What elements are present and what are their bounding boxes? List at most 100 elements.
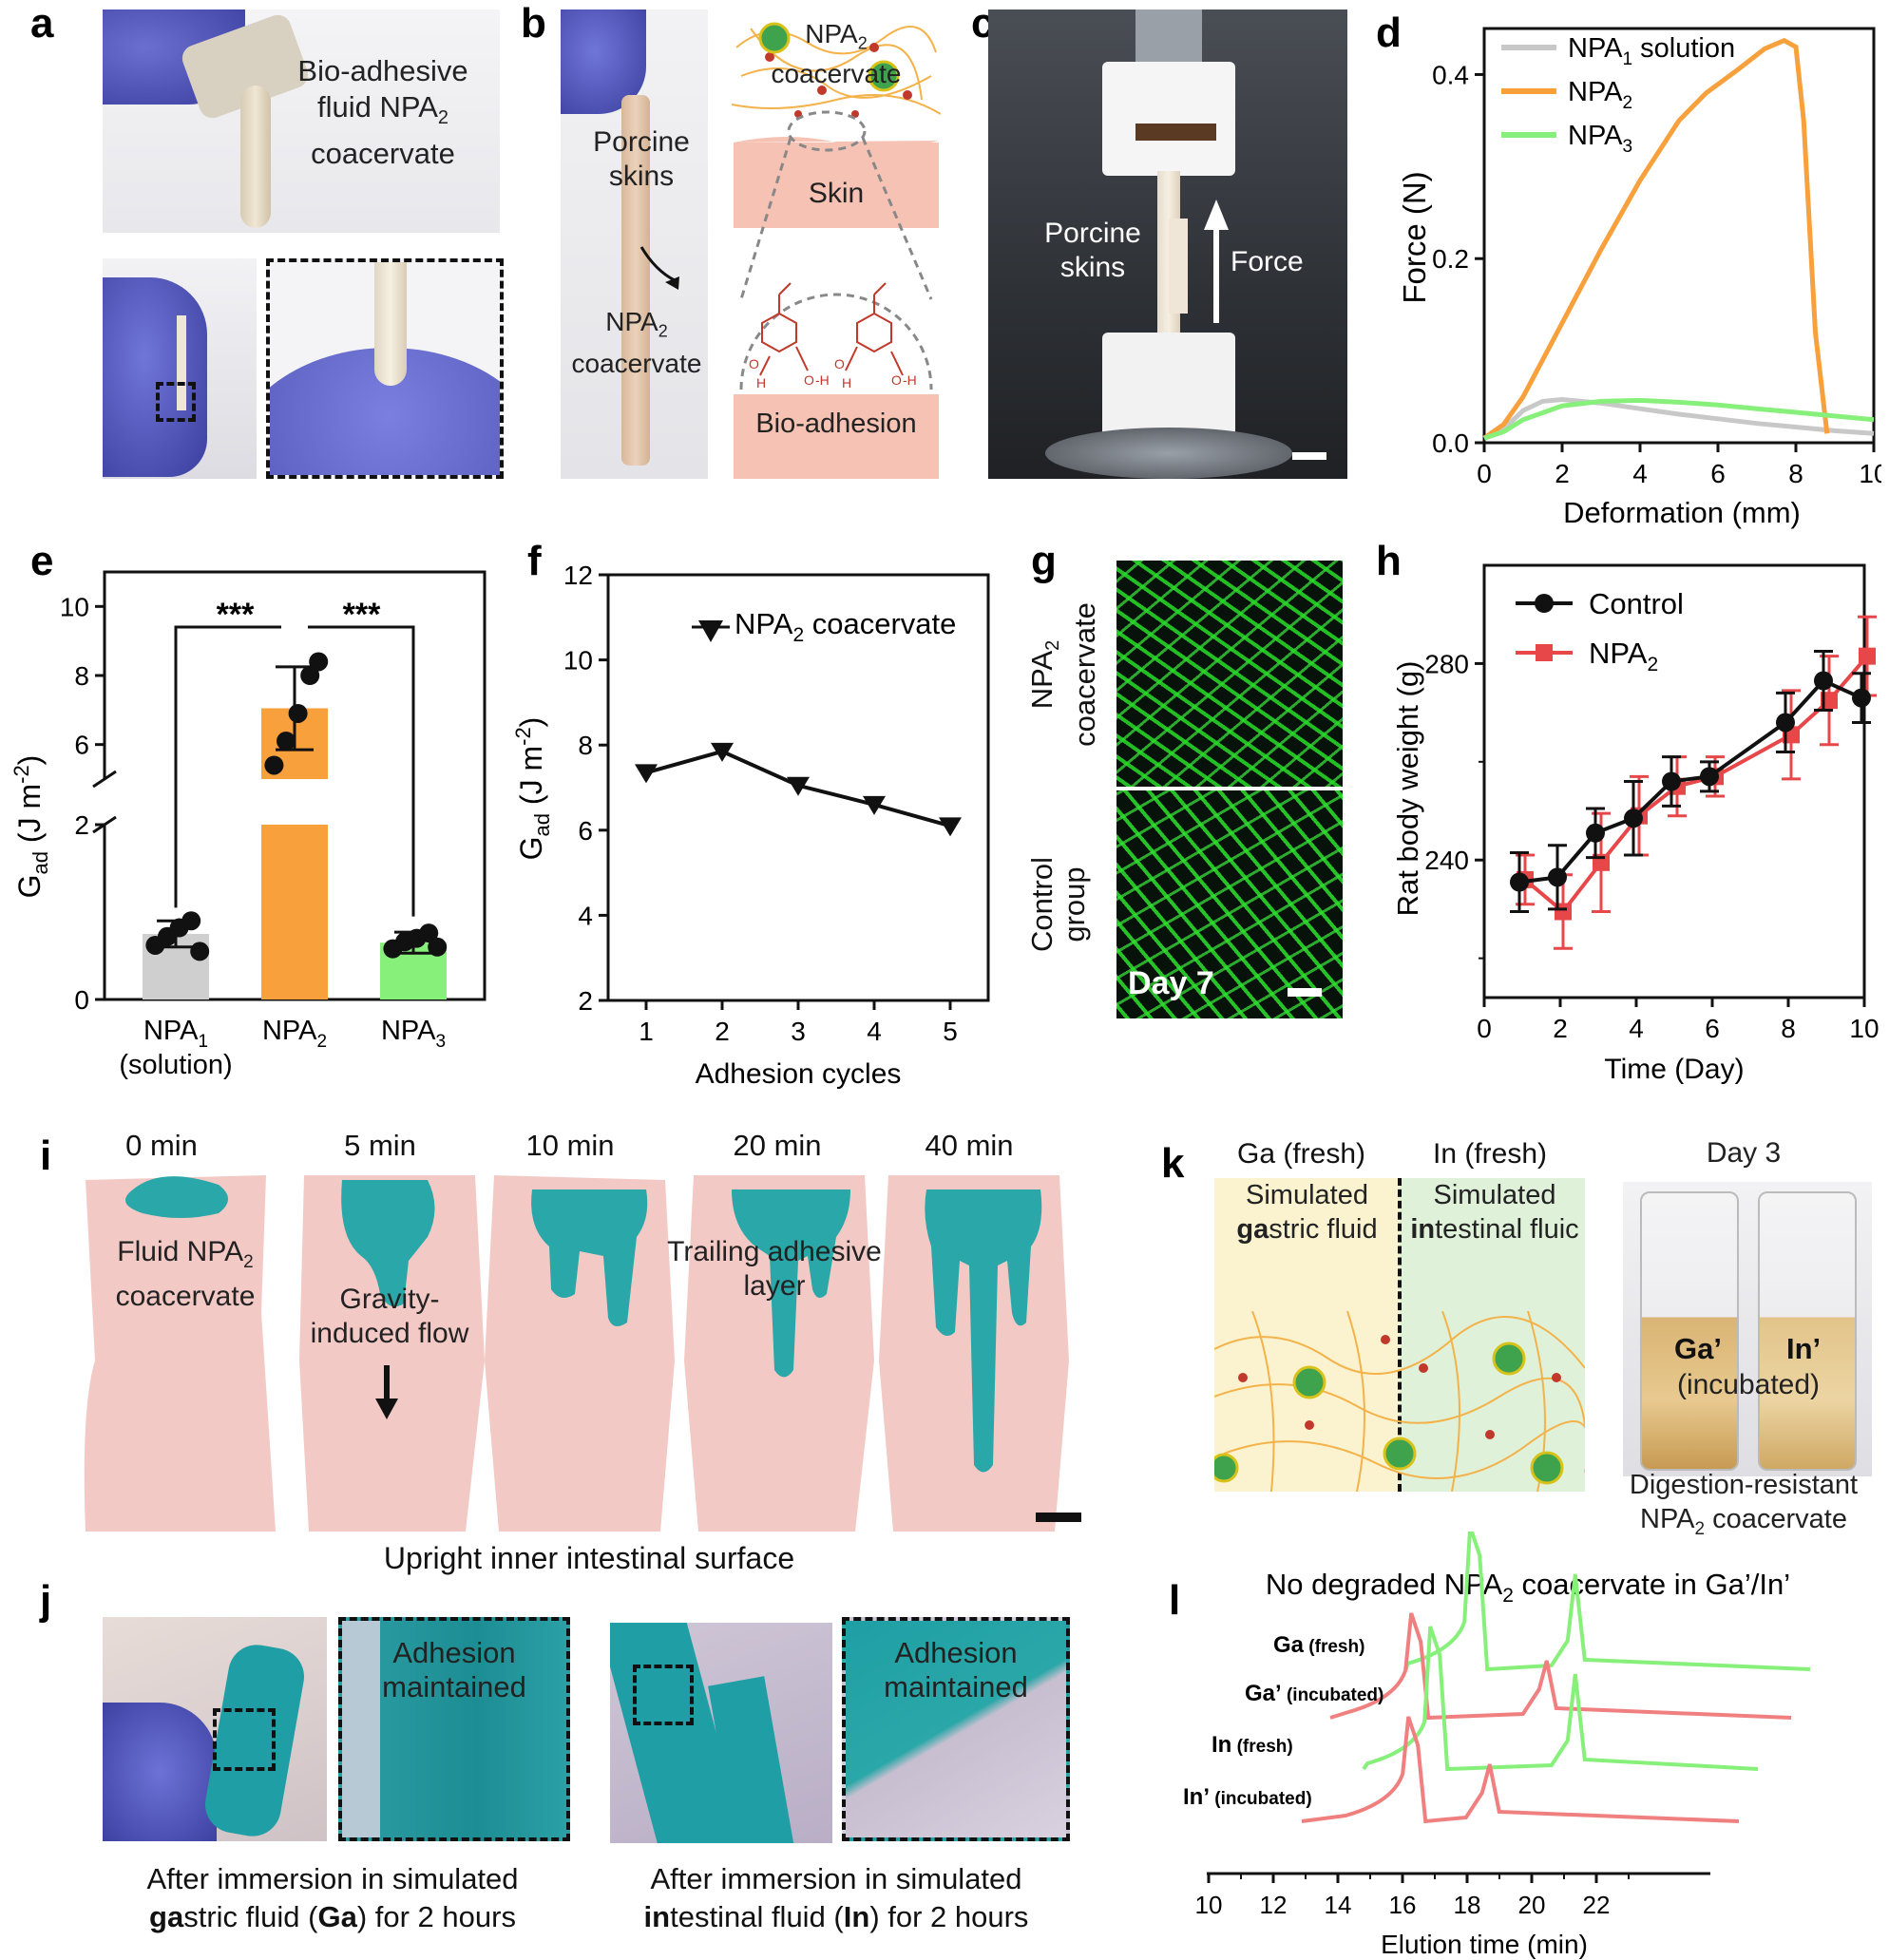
chart-d-xtick-label: 10: [1859, 459, 1881, 488]
chart-f-xtick-label: 5: [943, 1017, 958, 1046]
panel-label-h: h: [1376, 538, 1402, 584]
panel-i-gravity-label: Gravity-induced flow: [310, 1284, 469, 1349]
svg-text:O: O: [804, 372, 814, 388]
chart-h-xtick-label: 0: [1477, 1014, 1492, 1043]
porcine-skin-strip: [621, 95, 650, 466]
chart-f-point: [863, 795, 886, 815]
chart-h-xtick-label: 6: [1705, 1014, 1720, 1043]
chart-f-point: [787, 776, 810, 796]
chart-d-series-line: [1483, 397, 1875, 441]
panel-b-coacervate-label: NPA2 coacervate: [771, 19, 902, 88]
vial-in: [1758, 1191, 1857, 1471]
tissue-0: [84, 1175, 276, 1532]
chart-e-point: [419, 923, 439, 943]
chart-l-xtick-label: 12: [1260, 1891, 1288, 1919]
panel-g-micrograph-control: Day 7: [1116, 790, 1343, 1018]
zoom-circle: [739, 293, 933, 390]
chart-l-trace: [1404, 1532, 1811, 1672]
chart-h-point: [1700, 767, 1719, 787]
panel-b-bioadhesion-label: Bio-adhesion: [755, 409, 917, 439]
chart-e-bracket: [174, 625, 281, 908]
time-40: 40 min: [925, 1129, 1014, 1162]
svg-text:O: O: [891, 372, 902, 388]
scale-bar-c: [1292, 452, 1326, 460]
ga-fresh-label: Ga (fresh): [1237, 1138, 1366, 1170]
zoom-box: [156, 382, 196, 422]
panel-a-title: Bio-adhesive fluid NPA2 coacervate: [297, 54, 468, 171]
chart-f-point: [711, 742, 734, 762]
panel-c-porcine-label: Porcine skins: [1044, 218, 1141, 283]
chart-f-point: [635, 764, 658, 784]
chart-l-xtick-label: 18: [1454, 1891, 1481, 1919]
panel-b-npa-label: NPA2 coacervate: [571, 307, 702, 378]
svg-text:H: H: [842, 375, 851, 390]
chart-f-point: [939, 817, 962, 837]
tissue-20: [684, 1175, 874, 1532]
chart-h-legend-marker: [1536, 644, 1553, 661]
chart-h-xtick-label: 8: [1781, 1014, 1796, 1043]
panel-k-header: Ga (fresh) In (fresh): [1214, 1138, 1585, 1176]
tissue-5: [299, 1175, 485, 1532]
panel-k-gastric-label: Simulated gastric fluid: [1236, 1180, 1378, 1245]
chart-l-trace: [1362, 1626, 1759, 1772]
scale-bar-g: [1288, 988, 1322, 997]
panel-label-f: f: [527, 538, 542, 584]
panel-j-intestinal-zoom: [842, 1617, 1070, 1841]
chart-f-ytick-label: 12: [563, 561, 593, 590]
panel-i-fluid-label: Fluid NPA2 coacervate: [115, 1236, 256, 1312]
chart-h-point: [1852, 688, 1871, 708]
chart-h-xtick-label: 2: [1553, 1014, 1568, 1043]
chart-e-point: [309, 652, 329, 672]
chart-f-ytick-label: 8: [578, 731, 593, 760]
time-0: 0 min: [125, 1129, 198, 1162]
panel-i-time-row: 0 min 5 min 10 min 20 min 40 min: [76, 1129, 1121, 1167]
nanoparticles: [758, 22, 900, 92]
panel-label-j: j: [40, 1577, 52, 1624]
chart-f-xtick-label: 2: [715, 1017, 730, 1046]
chart-f-ytick-label: 10: [563, 646, 593, 676]
panel-label-d: d: [1376, 10, 1402, 56]
chart-l-trace-label: In’ (incubated): [1183, 1784, 1312, 1810]
fluid-zoom: [374, 262, 407, 386]
fluid-thread: [177, 315, 186, 410]
chart-h-point: [1776, 713, 1795, 733]
chart-e-xtick-label: NPA2: [262, 1016, 327, 1052]
panel-j-adhesion-2: Adhesion maintained: [884, 1636, 1028, 1703]
panel-g-row2-label: Control group: [1025, 857, 1091, 952]
chart-l-xtick-label: 22: [1583, 1891, 1611, 1919]
chart-f-legend-marker: [698, 620, 723, 642]
panel-label-e: e: [30, 538, 54, 584]
time-20: 20 min: [733, 1129, 822, 1162]
chart-h-ylabel: Rat body weight (g): [1391, 661, 1424, 917]
panel-label-i: i: [40, 1132, 52, 1179]
panel-label-k: k: [1161, 1140, 1185, 1187]
chart-e-xtick-label: NPA3: [381, 1016, 446, 1052]
chart-h-point: [1859, 647, 1876, 665]
chart-h-point: [1624, 809, 1643, 828]
tissue-10: [485, 1175, 675, 1532]
chart-e-significance: ***: [217, 597, 255, 633]
panel-g-day-label: Day 7: [1128, 965, 1214, 1001]
chart-e-point: [181, 911, 201, 931]
chart-d-frame: [1482, 27, 1876, 445]
chart-e-bar: [261, 825, 328, 999]
chart-h-point: [1548, 867, 1567, 887]
chart-d-xtick-label: 8: [1788, 459, 1803, 488]
panel-c-force-label: Force: [1231, 246, 1304, 277]
chart-e-point: [264, 755, 284, 775]
fluid-stream: [240, 86, 271, 228]
svg-text:O: O: [834, 356, 845, 371]
k-network: [1214, 1311, 1585, 1492]
chart-e-point: [277, 732, 296, 752]
panel-j-intestinal-photo: [610, 1623, 832, 1843]
chart-f-legend-label: NPA2 coacervate: [735, 607, 956, 646]
chart-d-series-line: [1482, 396, 1875, 441]
chart-d-xtick-label: 2: [1555, 459, 1570, 488]
chart-h-legend-label: Control: [1589, 587, 1684, 620]
chart-d-xtick-label: 4: [1632, 459, 1648, 488]
gravity-arrow: [375, 1365, 398, 1419]
divider: [1398, 1178, 1402, 1492]
panel-a-glove-photo: [103, 258, 257, 479]
chart-h-point: [1814, 671, 1833, 691]
